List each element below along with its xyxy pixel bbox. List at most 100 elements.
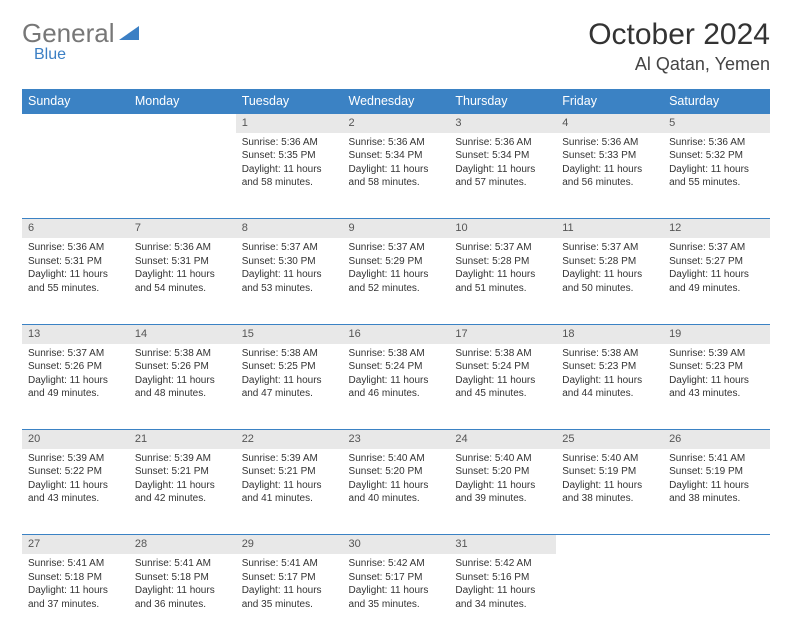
day-number-cell: 7	[129, 219, 236, 238]
weekday-header: Tuesday	[236, 89, 343, 114]
day-number-cell: 2	[343, 114, 450, 133]
day-d1: Daylight: 11 hours	[669, 374, 764, 388]
weekday-header: Wednesday	[343, 89, 450, 114]
day-d1: Daylight: 11 hours	[135, 479, 230, 493]
day-ss: Sunset: 5:19 PM	[669, 465, 764, 479]
day-content-row: Sunrise: 5:36 AM Sunset: 5:31 PM Daylight:…	[22, 238, 770, 324]
weekday-header: Saturday	[663, 89, 770, 114]
day-d2: and 35 minutes.	[242, 598, 337, 612]
day-ss: Sunset: 5:32 PM	[669, 149, 764, 163]
day-sr: Sunrise: 5:37 AM	[455, 241, 550, 255]
day-ss: Sunset: 5:18 PM	[28, 571, 123, 585]
day-content-cell: Sunrise: 5:39 AMSunset: 5:22 PMDaylight:…	[22, 449, 129, 535]
day-d1: Daylight: 11 hours	[669, 479, 764, 493]
day-number-row: 20212223242526	[22, 430, 770, 449]
day-ss: Sunset: 5:27 PM	[669, 255, 764, 269]
day-content-cell	[556, 554, 663, 640]
day-d2: and 55 minutes.	[669, 176, 764, 190]
weekday-header: Monday	[129, 89, 236, 114]
logo-text-general: General	[22, 18, 115, 49]
day-sr: Sunrise: 5:38 AM	[135, 347, 230, 361]
day-number-cell: 31	[449, 535, 556, 554]
day-sr: Sunrise: 5:37 AM	[28, 347, 123, 361]
day-d2: and 41 minutes.	[242, 492, 337, 506]
day-number-cell: 5	[663, 114, 770, 133]
day-sr: Sunrise: 5:41 AM	[135, 557, 230, 571]
day-number-cell: 16	[343, 324, 450, 343]
day-content-cell: Sunrise: 5:36 AMSunset: 5:35 PMDaylight:…	[236, 133, 343, 219]
day-sr: Sunrise: 5:37 AM	[349, 241, 444, 255]
day-ss: Sunset: 5:23 PM	[562, 360, 657, 374]
day-content-cell: Sunrise: 5:42 AMSunset: 5:17 PMDaylight:…	[343, 554, 450, 640]
day-ss: Sunset: 5:20 PM	[349, 465, 444, 479]
day-number-cell: 18	[556, 324, 663, 343]
day-d2: and 36 minutes.	[135, 598, 230, 612]
day-ss: Sunset: 5:35 PM	[242, 149, 337, 163]
day-number-cell	[129, 114, 236, 133]
day-content-cell	[22, 133, 129, 219]
day-ss: Sunset: 5:26 PM	[135, 360, 230, 374]
day-content-row: Sunrise: 5:39 AMSunset: 5:22 PMDaylight:…	[22, 449, 770, 535]
logo-triangle-icon	[119, 18, 145, 49]
day-d1: Daylight: 11 hours	[562, 163, 657, 177]
day-d1: Daylight: 11 hours	[669, 163, 764, 177]
day-number-cell: 3	[449, 114, 556, 133]
day-d2: and 57 minutes.	[455, 176, 550, 190]
day-content-cell: Sunrise: 5:39 AMSunset: 5:21 PMDaylight:…	[236, 449, 343, 535]
day-content-cell: Sunrise: 5:41 AMSunset: 5:18 PMDaylight:…	[22, 554, 129, 640]
day-ss: Sunset: 5:26 PM	[28, 360, 123, 374]
day-sr: Sunrise: 5:41 AM	[669, 452, 764, 466]
day-content-cell: Sunrise: 5:42 AMSunset: 5:16 PMDaylight:…	[449, 554, 556, 640]
day-d2: and 40 minutes.	[349, 492, 444, 506]
day-sr: Sunrise: 5:36 AM	[135, 241, 230, 255]
day-d1: Daylight: 11 hours	[242, 584, 337, 598]
month-title: October 2024	[588, 18, 770, 52]
day-d1: Daylight: 11 hours	[349, 163, 444, 177]
day-d2: and 51 minutes.	[455, 282, 550, 296]
day-number-cell: 8	[236, 219, 343, 238]
day-d2: and 49 minutes.	[669, 282, 764, 296]
day-ss: Sunset: 5:17 PM	[349, 571, 444, 585]
day-d2: and 39 minutes.	[455, 492, 550, 506]
day-number-cell: 4	[556, 114, 663, 133]
day-number-cell: 29	[236, 535, 343, 554]
day-number-cell: 24	[449, 430, 556, 449]
day-content-cell	[663, 554, 770, 640]
day-number-cell: 19	[663, 324, 770, 343]
day-d2: and 44 minutes.	[562, 387, 657, 401]
day-d1: Daylight: 11 hours	[349, 374, 444, 388]
day-number-row: 13141516171819	[22, 324, 770, 343]
weekday-header: Thursday	[449, 89, 556, 114]
day-d1: Daylight: 11 hours	[135, 374, 230, 388]
day-d2: and 50 minutes.	[562, 282, 657, 296]
day-number-row: 2728293031	[22, 535, 770, 554]
day-ss: Sunset: 5:20 PM	[455, 465, 550, 479]
day-content-cell: Sunrise: 5:40 AMSunset: 5:19 PMDaylight:…	[556, 449, 663, 535]
day-d1: Daylight: 11 hours	[135, 268, 230, 282]
day-content-cell: Sunrise: 5:36 AMSunset: 5:34 PMDaylight:…	[343, 133, 450, 219]
day-d1: Daylight: 11 hours	[28, 479, 123, 493]
logo: General	[22, 18, 149, 49]
day-content-cell: Sunrise: 5:36 AMSunset: 5:31 PMDaylight:…	[22, 238, 129, 324]
day-number-cell: 14	[129, 324, 236, 343]
day-ss: Sunset: 5:30 PM	[242, 255, 337, 269]
day-d1: Daylight: 11 hours	[562, 479, 657, 493]
day-d1: Daylight: 11 hours	[349, 268, 444, 282]
day-content-cell: Sunrise: 5:37 AMSunset: 5:30 PMDaylight:…	[236, 238, 343, 324]
day-d1: Daylight: 11 hours	[242, 479, 337, 493]
day-number-cell: 28	[129, 535, 236, 554]
day-ss: Sunset: 5:23 PM	[669, 360, 764, 374]
day-ss: Sunset: 5:33 PM	[562, 149, 657, 163]
day-content-cell: Sunrise: 5:36 AMSunset: 5:33 PMDaylight:…	[556, 133, 663, 219]
day-number-cell	[22, 114, 129, 133]
day-content-cell: Sunrise: 5:39 AMSunset: 5:21 PMDaylight:…	[129, 449, 236, 535]
day-number-row: 6789101112	[22, 219, 770, 238]
day-d1: Daylight: 11 hours	[242, 268, 337, 282]
day-sr: Sunrise: 5:41 AM	[28, 557, 123, 571]
day-content-cell: Sunrise: 5:38 AMSunset: 5:26 PMDaylight:…	[129, 344, 236, 430]
day-content-row: Sunrise: 5:37 AMSunset: 5:26 PMDaylight:…	[22, 344, 770, 430]
day-sr: Sunrise: 5:39 AM	[669, 347, 764, 361]
day-ss: Sunset: 5:31 PM	[28, 255, 123, 269]
day-ss: Sunset: 5:24 PM	[455, 360, 550, 374]
day-d1: Daylight: 11 hours	[349, 584, 444, 598]
